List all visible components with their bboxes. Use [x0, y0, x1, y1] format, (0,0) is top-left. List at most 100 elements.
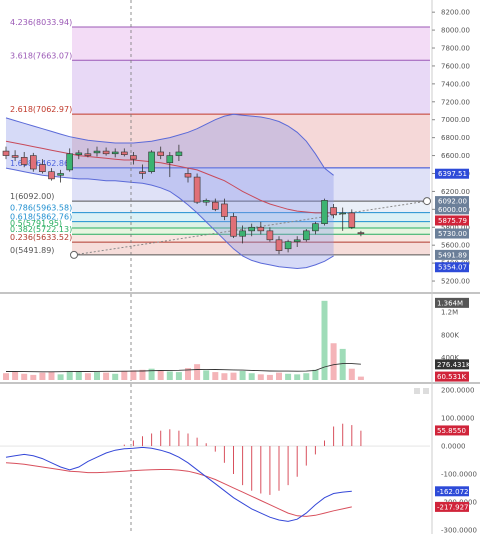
- fib-label: 0.5(5791.95): [10, 219, 62, 228]
- volume-axis-label: 400K: [441, 354, 459, 362]
- candle: [130, 155, 137, 160]
- price-axis-label: 6800.00: [441, 134, 470, 142]
- price-tag-label: 6397.51: [438, 170, 467, 178]
- price-tag-label: 5730.00: [438, 230, 467, 238]
- volume-tag-label: 60.531K: [437, 373, 466, 381]
- fib-label: 0.382(5722.13): [10, 225, 72, 234]
- candle: [312, 223, 319, 232]
- candle: [121, 151, 128, 155]
- price-tag-label: 6000.00: [438, 206, 467, 214]
- candle: [212, 201, 219, 210]
- price-axis-label: 7000.00: [441, 116, 470, 124]
- fib-zone: [72, 27, 430, 61]
- volume-bar: [221, 373, 228, 380]
- panel-control-icon: [414, 388, 420, 394]
- candle: [184, 173, 192, 178]
- price-tag-label: 6092.00: [438, 198, 467, 206]
- volume-bar: [239, 370, 246, 380]
- candle: [102, 150, 110, 155]
- signal-line: [5, 462, 352, 517]
- fib-zone: [72, 201, 430, 213]
- volume-tag-label: 276.431K: [437, 361, 471, 369]
- volume-bar: [57, 374, 64, 380]
- fib-anchor-start: [70, 250, 78, 259]
- oscillator-axis-label: -100.0000: [441, 470, 477, 478]
- candle: [202, 200, 210, 203]
- candle: [321, 200, 328, 224]
- volume-bar: [94, 372, 100, 380]
- volume-panel[interactable]: [3, 300, 364, 380]
- price-axis-label: 5200.00: [441, 278, 470, 286]
- candle: [75, 152, 83, 155]
- price-tag: [435, 168, 469, 179]
- candle: [302, 230, 310, 241]
- candle: [48, 171, 55, 180]
- fib-zone: [72, 242, 430, 255]
- volume-bar: [84, 373, 91, 380]
- candle: [293, 239, 301, 242]
- volume-bar: [112, 373, 119, 380]
- volume-tag-label: 1.364M: [437, 299, 463, 307]
- oscillator-tag-label: 55.8550: [437, 427, 466, 435]
- volume-bar: [303, 373, 310, 380]
- candle: [166, 155, 174, 164]
- volume-bar: [12, 371, 19, 380]
- candle: [29, 155, 37, 170]
- price-tag-label: 5354.07: [438, 264, 467, 272]
- candle: [57, 173, 64, 176]
- volume-bar: [357, 376, 364, 380]
- volume-bar: [39, 372, 46, 380]
- oscillator-line: [5, 446, 352, 522]
- price-panel[interactable]: 4.236(8033.94) 3.618(7663.07) 2.618(7062.9…: [2, 0, 431, 534]
- fib-trend-line: [73, 200, 428, 256]
- candle: [230, 216, 237, 237]
- volume-bar: [121, 371, 128, 380]
- price-axis-label: 7400.00: [441, 80, 470, 88]
- volume-bar: [185, 368, 191, 380]
- fib-zone: [72, 234, 430, 243]
- volume-bar: [3, 373, 9, 380]
- price-axis-label: 7600.00: [441, 62, 470, 70]
- volume-bar: [30, 374, 37, 380]
- candle: [266, 230, 274, 241]
- volume-bar: [294, 374, 301, 380]
- price-axis-label: 7200.00: [441, 98, 470, 106]
- price-axis-label: 6200.00: [441, 188, 470, 196]
- oscillator-tag: [435, 425, 469, 436]
- fib-zone: [72, 221, 430, 228]
- price-tag: [435, 249, 469, 260]
- price-axis-label: 5800.00: [441, 224, 470, 232]
- candle: [339, 212, 347, 215]
- fib-label: 2.618(7062.97): [10, 105, 72, 114]
- fib-label: 4.236(8033.94): [10, 18, 72, 27]
- fib-label: 1(6092.00): [10, 192, 54, 201]
- volume-bar: [312, 369, 319, 380]
- volume-bar: [203, 370, 210, 380]
- candle: [20, 157, 28, 165]
- volume-bar: [103, 372, 110, 380]
- oscillator-axis-label: 100.0000: [441, 415, 474, 423]
- price-tag: [435, 215, 469, 226]
- candle: [248, 226, 255, 232]
- price-tag-label: 5875.79: [438, 217, 467, 225]
- candle: [257, 226, 265, 232]
- oscillator-panel[interactable]: [0, 423, 430, 522]
- volume-bar: [21, 373, 28, 380]
- candle: [284, 241, 292, 250]
- candle: [275, 239, 283, 251]
- oscillator-axis-label: -300.0000: [441, 526, 477, 534]
- fib-label: 0.618(5862.76): [10, 213, 72, 222]
- fib-label: 0(5491.89): [10, 246, 54, 255]
- panel-control-icon: [423, 388, 429, 394]
- candle: [2, 150, 10, 156]
- candle: [39, 164, 46, 172]
- volume-bar: [230, 372, 237, 380]
- volume-tag: [435, 359, 469, 370]
- volume-bar: [166, 371, 173, 380]
- volume-tag: [435, 371, 469, 382]
- candle: [357, 232, 365, 234]
- oscillator-tag-label: -217.9276: [437, 503, 473, 511]
- volume-ma-line: [6, 363, 361, 373]
